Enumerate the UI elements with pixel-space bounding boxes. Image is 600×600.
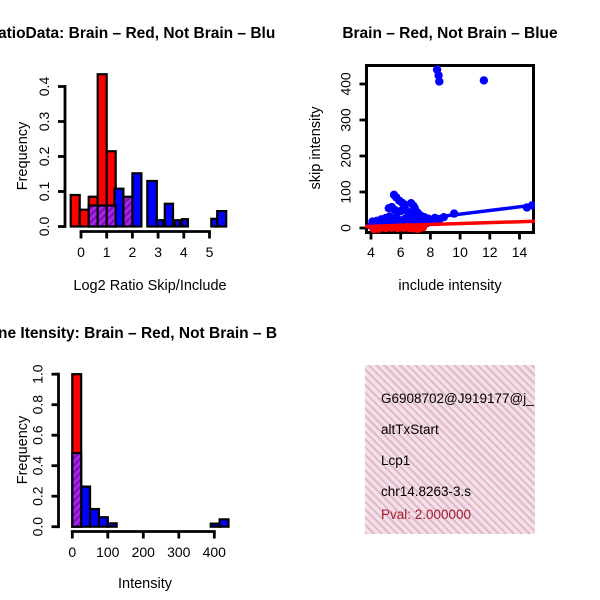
not-brain-blue-point xyxy=(434,71,443,80)
not-brain-blue-bar xyxy=(146,179,158,228)
not-brain-blue-bar xyxy=(218,518,230,528)
x-tick-label: 200 xyxy=(132,544,156,560)
y-tick-label: 400 xyxy=(338,72,354,96)
x-tick-label: 5 xyxy=(206,244,214,260)
ratio-hist-ylabel: Frequency xyxy=(15,121,31,190)
not-brain-blue-bar xyxy=(173,219,182,228)
x-tick-label: 12 xyxy=(482,244,498,260)
red-fit-line xyxy=(365,219,535,229)
x-tick-label: 0 xyxy=(68,544,76,560)
not-brain-blue-bar xyxy=(209,522,221,528)
y-tick-label: 0.0 xyxy=(30,517,46,537)
ratio-hist-title: atioData: Brain – Red, Not Brain – Blu xyxy=(0,25,275,42)
y-tick-label: 0.2 xyxy=(36,147,52,167)
y-tick-label: 0 xyxy=(338,224,354,232)
y-tick-label: 300 xyxy=(338,108,354,132)
overlap-purple-bar xyxy=(87,204,99,228)
ratio-histogram: 0.0 0.1 0.2 0.3 0.4 0 1 2 3 4 5 xyxy=(36,73,228,260)
x-tick-label: 14 xyxy=(512,244,528,260)
x-tick-label: 3 xyxy=(154,244,162,260)
blue-fit-line xyxy=(365,203,535,228)
not-brain-blue-bar xyxy=(106,522,118,528)
y-tick-label: 0.3 xyxy=(36,112,52,132)
overlap-purple-bar xyxy=(71,451,83,528)
not-brain-blue-bar xyxy=(88,507,101,528)
y-tick-label: 0.1 xyxy=(36,182,52,202)
x-tick-label: 2 xyxy=(129,244,137,260)
y-tick-label: 0.8 xyxy=(30,395,46,415)
x-tick-label: 6 xyxy=(397,244,405,260)
y-tick-label: 0.4 xyxy=(36,77,52,97)
y-tick-label: 1.0 xyxy=(30,364,46,384)
x-tick-label: 0 xyxy=(77,244,85,260)
overlap-purple-bar xyxy=(122,195,134,228)
not-brain-blue-bar xyxy=(180,218,190,228)
not-brain-blue-bar xyxy=(80,485,92,528)
scatter-title: Brain – Red, Not Brain – Blue xyxy=(342,25,558,42)
brain-red-bar xyxy=(96,73,108,228)
not-brain-blue-bar xyxy=(163,202,175,228)
intensity-hist-xlabel: Intensity xyxy=(118,576,173,592)
brain-red-bar xyxy=(69,193,81,228)
x-tick-label: 4 xyxy=(367,244,375,260)
intensity-hist-title: ne Itensity: Brain – Red, Not Brain – B xyxy=(0,325,277,342)
overlap-purple-bar xyxy=(105,204,117,228)
brain-red-bar xyxy=(78,208,90,228)
not-brain-blue-bar xyxy=(155,219,165,228)
not-brain-blue-point xyxy=(435,77,444,86)
overlap-purple-bar xyxy=(96,204,108,228)
not-brain-blue-bar xyxy=(97,516,109,528)
y-tick-label: 0.4 xyxy=(30,456,46,476)
scatter-plot: 0 100 200 300 400 4 6 8 10 12 14 xyxy=(338,64,535,260)
y-tick-label: 200 xyxy=(338,144,354,168)
not-brain-blue-point xyxy=(479,76,489,85)
not-brain-blue-bar xyxy=(131,172,143,228)
y-tick-label: 0.6 xyxy=(30,425,46,445)
x-tick-label: 4 xyxy=(180,244,188,260)
y-tick-label: 100 xyxy=(338,180,354,204)
info-gene-id: G6908702@J919177@j_ xyxy=(381,391,534,406)
scatter-points xyxy=(365,65,535,234)
info-pval: Pval: 2.000000 xyxy=(381,507,472,522)
info-location: chr14.8263-3.s xyxy=(381,484,472,499)
ratio-hist-xlabel: Log2 Ratio Skip/Include xyxy=(73,278,226,294)
x-tick-label: 400 xyxy=(203,544,227,560)
x-tick-label: 8 xyxy=(427,244,435,260)
intensity-histogram: 0.0 0.2 0.4 0.6 0.8 1.0 0 100 200 300 400 xyxy=(30,364,230,560)
not-brain-blue-bar xyxy=(216,210,228,228)
x-tick-label: 10 xyxy=(452,244,468,260)
x-tick-label: 1 xyxy=(103,244,111,260)
scatter-xlabel: include intensity xyxy=(398,278,502,294)
intensity-hist-ylabel: Frequency xyxy=(15,415,31,484)
scatter-ylabel: skip intensity xyxy=(308,106,324,190)
info-gene-name: Lcp1 xyxy=(381,453,411,468)
y-tick-label: 0.2 xyxy=(30,486,46,506)
info-box: G6908702@J919177@j_ altTxStart Lcp1 chr1… xyxy=(365,365,535,534)
x-tick-label: 100 xyxy=(96,544,120,560)
plot-box xyxy=(365,64,535,234)
y-tick-label: 0.0 xyxy=(36,217,52,237)
info-event-type: altTxStart xyxy=(381,422,439,437)
x-tick-label: 300 xyxy=(167,544,191,560)
